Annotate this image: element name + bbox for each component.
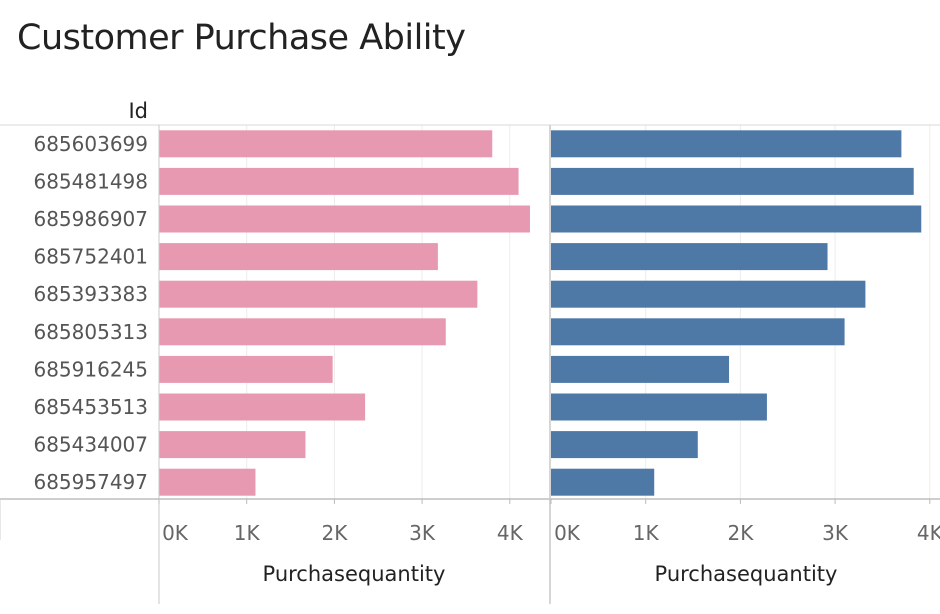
row-label: 685957497 — [33, 470, 148, 494]
row-labels: 685603699 685481498 685986907 685752401 6853… — [33, 132, 148, 494]
row-label: 685453513 — [33, 395, 148, 419]
right-bar — [551, 280, 866, 308]
row-label: 685603699 — [33, 132, 148, 156]
left-bar — [159, 205, 530, 233]
left-x-axis-title: Purchasequantity — [263, 562, 446, 586]
row-header-label: Id — [128, 99, 148, 123]
left-x-tick-label: 1K — [234, 521, 261, 545]
left-x-tick-label: 0K — [162, 521, 189, 545]
row-label: 685986907 — [33, 207, 148, 231]
right-bar — [551, 318, 845, 346]
right-axis-ticks: 0K 1K 2K 3K 4K — [550, 499, 940, 545]
chart-frame — [0, 124, 940, 604]
left-bar — [159, 355, 333, 383]
right-bar — [551, 243, 828, 271]
left-x-tick-label: 4K — [497, 521, 524, 545]
row-label: 685752401 — [33, 245, 148, 269]
right-bar — [551, 130, 902, 158]
left-panel-bars — [159, 130, 530, 496]
right-bar — [551, 167, 914, 195]
row-label: 685805313 — [33, 320, 148, 344]
row-label: 685393383 — [33, 282, 148, 306]
right-bar — [551, 393, 767, 421]
right-panel-bars — [551, 130, 922, 496]
left-bar — [159, 318, 446, 346]
right-x-tick-label: 2K — [727, 521, 754, 545]
right-bar — [551, 205, 922, 233]
left-bar — [159, 468, 256, 496]
right-x-tick-label: 3K — [822, 521, 849, 545]
right-bar — [551, 355, 730, 383]
chart-title: Customer Purchase Ability — [17, 18, 466, 58]
left-axis-ticks: 0K 1K 2K 3K 4K — [158, 499, 524, 545]
right-bar — [551, 468, 655, 496]
left-x-tick-label: 2K — [321, 521, 348, 545]
row-label: 685434007 — [33, 433, 148, 457]
right-bar — [551, 431, 698, 459]
right-x-tick-label: 4K — [917, 521, 940, 545]
left-bar — [159, 130, 493, 158]
row-label: 685481498 — [33, 169, 148, 193]
left-bar — [159, 167, 519, 195]
row-label: 685916245 — [33, 357, 148, 381]
left-bar — [159, 280, 478, 308]
right-x-tick-label: 0K — [554, 521, 581, 545]
right-x-tick-label: 1K — [633, 521, 660, 545]
left-bar — [159, 431, 306, 459]
left-bar — [159, 243, 438, 271]
left-bar — [159, 393, 366, 421]
right-x-axis-title: Purchasequantity — [655, 562, 838, 586]
left-x-tick-label: 3K — [409, 521, 436, 545]
